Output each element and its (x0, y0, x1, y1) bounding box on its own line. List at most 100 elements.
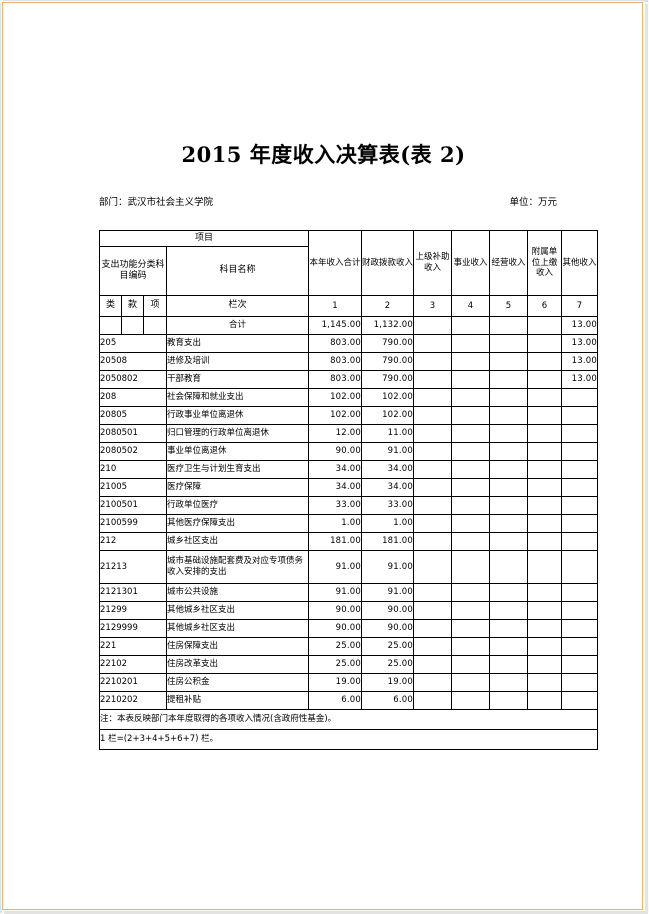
cell-value-3 (413, 583, 453, 602)
cell-value-3 (413, 388, 453, 407)
cell-value-1: 102.00 (308, 388, 363, 407)
table-row: 212 城乡社区支出 181.00 181.00 (99, 532, 599, 551)
cell-subject-name: 其他城乡社区支出 (165, 601, 310, 620)
cell-value-3 (413, 406, 453, 425)
cell-value-5 (489, 637, 529, 656)
cell-value-5 (489, 478, 529, 497)
cell-value-1: 33.00 (308, 496, 363, 515)
cell-value-2: 90.00 (361, 619, 415, 638)
cell-value-7 (561, 460, 599, 479)
column-index-3: 3 (413, 295, 453, 317)
cell-value-1: 25.00 (308, 655, 363, 674)
cell-value-3 (413, 601, 453, 620)
cell-value-2: 25.00 (361, 637, 415, 656)
cell-value-7: 13.00 (561, 334, 599, 353)
cell-value-6 (527, 673, 563, 692)
cell-value-2: 1.00 (361, 514, 415, 533)
cell-value-4 (451, 316, 491, 335)
cell-subject-name: 城市公共设施 (165, 583, 310, 602)
table-row: 21213 城市基础设施配套费及对应专项债务收入安排的支出 91.00 91.00 (99, 550, 599, 584)
cell-subject-code: 212 (99, 532, 167, 551)
cell-value-4 (451, 673, 491, 692)
cell-value-3 (413, 496, 453, 515)
cell-value-5 (489, 673, 529, 692)
cell-subject-code: 2050802 (99, 370, 167, 389)
cell-value-6 (527, 601, 563, 620)
cell-subject-code: 205 (99, 334, 167, 353)
page-title: 2015 年度收入决算表(表 2) (181, 142, 466, 167)
cell-value-2: 102.00 (361, 406, 415, 425)
cell-subject-name: 归口管理的行政单位离退休 (165, 424, 310, 443)
header-col-2: 财政拨款收入 (361, 230, 415, 296)
cell-value-5 (489, 601, 529, 620)
cell-value-1: 34.00 (308, 460, 363, 479)
cell-value-6 (527, 406, 563, 425)
cell-value-7 (561, 442, 599, 461)
cell-subject-name: 其他医疗保障支出 (165, 514, 310, 533)
cell-subject-name: 医疗卫生与计划生育支出 (165, 460, 310, 479)
cell-value-2: 25.00 (361, 655, 415, 674)
cell-value-3 (413, 532, 453, 551)
cell-value-6 (527, 691, 563, 710)
cell-code-item (143, 316, 167, 335)
table-row: 2210202 提租补贴 6.00 6.00 (99, 691, 599, 710)
table-row: 2080501 归口管理的行政单位离退休 12.00 11.00 (99, 424, 599, 443)
table-row: 2100501 行政单位医疗 33.00 33.00 (99, 496, 599, 515)
cell-value-4 (451, 496, 491, 515)
cell-value-2: 6.00 (361, 691, 415, 710)
cell-value-6 (527, 496, 563, 515)
table-row: 2121301 城市公共设施 91.00 91.00 (99, 583, 599, 602)
cell-subject-name: 住房公积金 (165, 673, 310, 692)
cell-value-3 (413, 352, 453, 371)
cell-value-4 (451, 637, 491, 656)
cell-subject-code: 221 (99, 637, 167, 656)
cell-value-5 (489, 691, 529, 710)
cell-value-7 (561, 388, 599, 407)
table-row: 208 社会保障和就业支出 102.00 102.00 (99, 388, 599, 407)
table-row: 20508 进修及培训 803.00 790.00 13.00 (99, 352, 599, 371)
cell-value-4 (451, 424, 491, 443)
header-col-4: 事业收入 (451, 230, 491, 296)
cell-value-5 (489, 424, 529, 443)
cell-value-4 (451, 514, 491, 533)
cell-value-2: 19.00 (361, 673, 415, 692)
cell-subject-code: 210 (99, 460, 167, 479)
cell-value-2: 91.00 (361, 442, 415, 461)
cell-value-4 (451, 460, 491, 479)
cell-value-5 (489, 442, 529, 461)
cell-value-6 (527, 619, 563, 638)
cell-value-4 (451, 532, 491, 551)
cell-value-6 (527, 388, 563, 407)
cell-value-2: 790.00 (361, 370, 415, 389)
table-row-total: 合计 1,145.00 1,132.00 13.00 (99, 316, 599, 335)
cell-value-5 (489, 532, 529, 551)
cell-value-3 (413, 316, 453, 335)
cell-value-7 (561, 619, 599, 638)
cell-value-5 (489, 316, 529, 335)
cell-value-7 (561, 406, 599, 425)
cell-value-4 (451, 370, 491, 389)
table-row: 2210201 住房公积金 19.00 19.00 (99, 673, 599, 692)
cell-value-6 (527, 370, 563, 389)
cell-value-6 (527, 655, 563, 674)
cell-value-7 (561, 496, 599, 515)
cell-value-7 (561, 691, 599, 710)
cell-value-7: 13.00 (561, 316, 599, 335)
cell-subject-code: 21005 (99, 478, 167, 497)
table-row: 221 住房保障支出 25.00 25.00 (99, 637, 599, 656)
cell-subject-name: 干部教育 (165, 370, 310, 389)
cell-value-3 (413, 673, 453, 692)
table-row: 210 医疗卫生与计划生育支出 34.00 34.00 (99, 460, 599, 479)
header-col-7: 其他收入 (561, 230, 599, 296)
cell-value-5 (489, 352, 529, 371)
table-row: 22102 住房改革支出 25.00 25.00 (99, 655, 599, 674)
cell-value-6 (527, 550, 563, 584)
cell-value-5 (489, 388, 529, 407)
cell-value-6 (527, 583, 563, 602)
cell-value-4 (451, 478, 491, 497)
cell-value-3 (413, 334, 453, 353)
cell-subject-name: 社会保障和就业支出 (165, 388, 310, 407)
cell-value-7 (561, 424, 599, 443)
cell-value-1: 91.00 (308, 550, 363, 584)
cell-subject-code: 20508 (99, 352, 167, 371)
